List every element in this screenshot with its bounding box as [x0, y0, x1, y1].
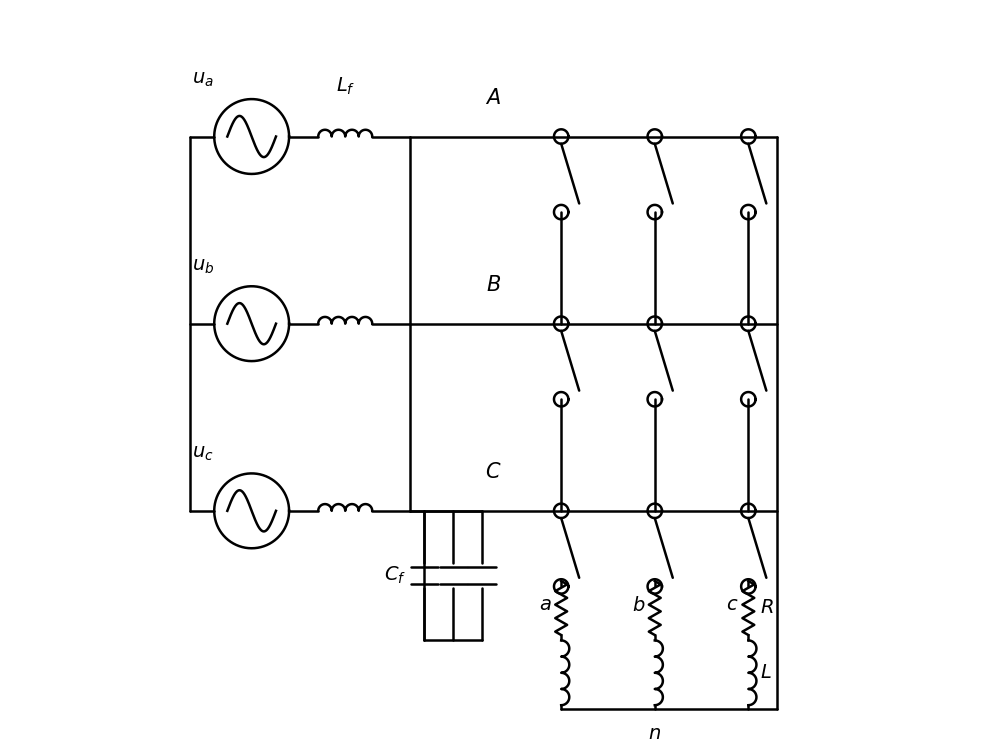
Text: $c$: $c$	[726, 596, 739, 613]
Text: $C_f$: $C_f$	[384, 565, 406, 586]
Text: $C$: $C$	[485, 462, 501, 482]
Text: $n$: $n$	[648, 724, 661, 742]
Text: $u_b$: $u_b$	[192, 258, 214, 276]
Text: $a$: $a$	[539, 596, 552, 613]
Text: $b$: $b$	[632, 596, 646, 615]
Text: $A$: $A$	[485, 88, 501, 108]
Text: $u_a$: $u_a$	[192, 70, 214, 89]
Text: $B$: $B$	[486, 275, 501, 295]
Text: $u_c$: $u_c$	[192, 445, 214, 464]
Text: $L_f$: $L_f$	[336, 76, 355, 97]
Text: $R$: $R$	[760, 599, 774, 617]
Text: $L$: $L$	[760, 664, 772, 682]
